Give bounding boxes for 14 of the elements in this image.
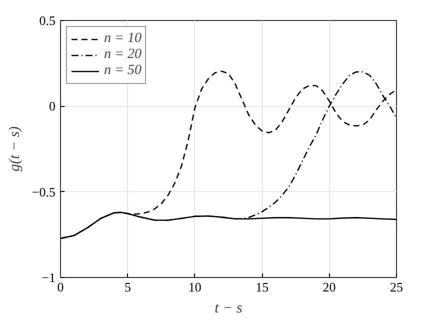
legend-label: n = 10 — [104, 31, 142, 47]
y-tick-label: −0.5 — [32, 184, 56, 200]
x-axis-title: t − s — [214, 300, 242, 316]
y-axis-title: g(t − s) — [6, 126, 23, 172]
y-tick-label: 0.5 — [39, 13, 56, 28]
y-tick-label: 0 — [49, 98, 56, 114]
x-tick-label: 20 — [322, 280, 336, 294]
x-tick-label: 5 — [124, 280, 131, 294]
x-tick-label: 25 — [390, 280, 403, 294]
legend-label: n = 50 — [104, 63, 142, 79]
x-tick-label: 10 — [188, 280, 202, 294]
x-tick-label: 15 — [256, 280, 269, 294]
y-tick-label: −1 — [42, 270, 56, 285]
legend-label: n = 20 — [104, 47, 142, 63]
